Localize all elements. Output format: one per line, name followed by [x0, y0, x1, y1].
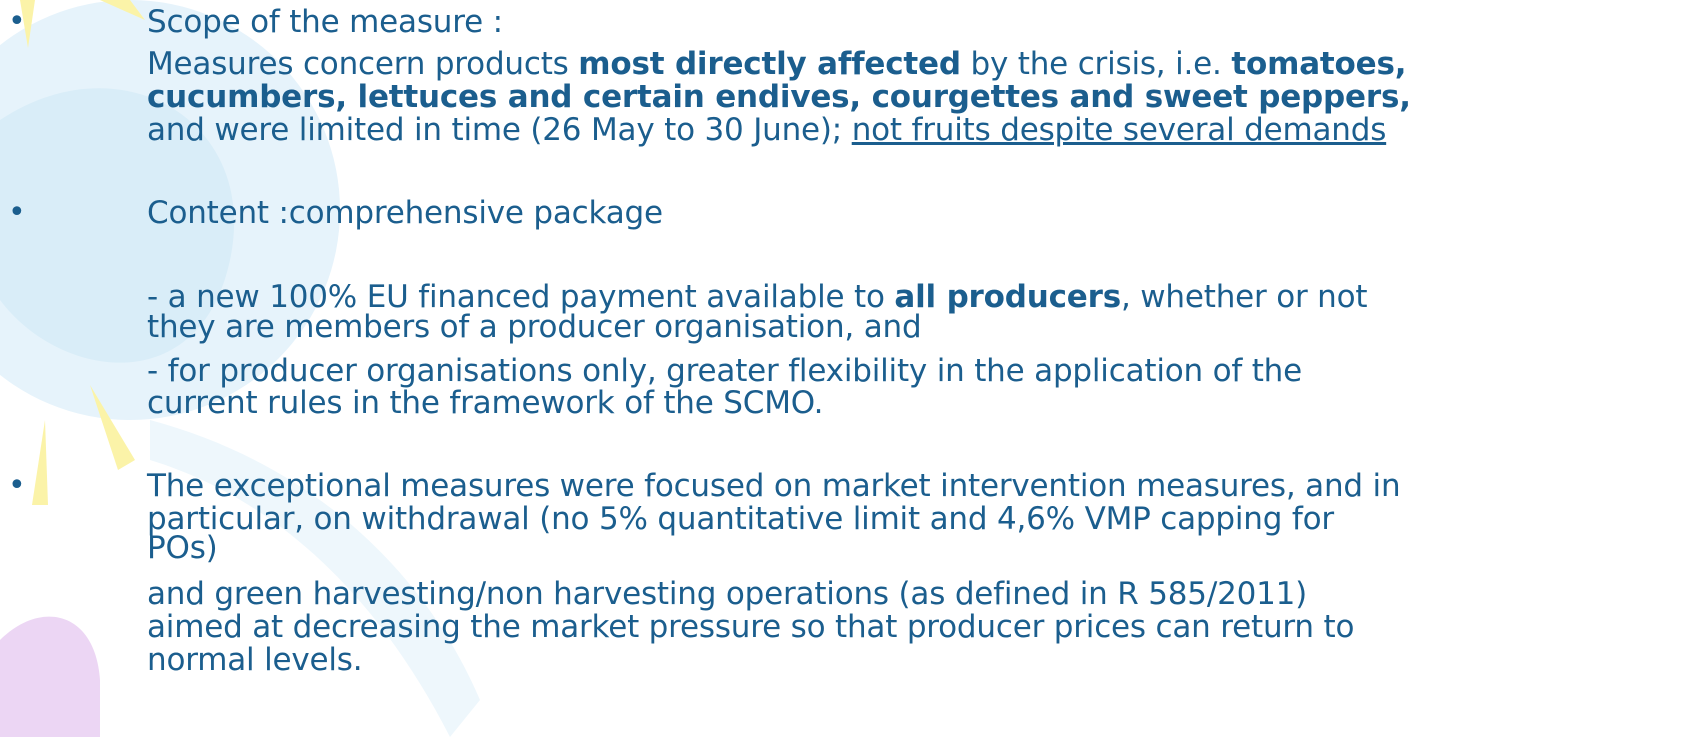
- bullet: •: [8, 3, 26, 41]
- bold-text: most directly affected: [578, 46, 961, 82]
- text: by the crisis, i.e.: [961, 46, 1232, 82]
- heading: Content :comprehensive package: [147, 195, 663, 231]
- text: current rules in the framework of the SC…: [147, 385, 823, 421]
- text: The exceptional measures were focused on…: [147, 468, 1400, 504]
- text: normal levels.: [147, 642, 362, 678]
- text-line: particular, on withdrawal (no 5% quantit…: [147, 500, 1334, 538]
- bold-text: cucumbers, lettuces and certain endives,…: [147, 79, 1411, 115]
- text-line: normal levels.: [147, 641, 362, 679]
- bullet: •: [8, 467, 26, 505]
- text-line: current rules in the framework of the SC…: [147, 384, 823, 422]
- text-line: they are members of a producer organisat…: [147, 308, 921, 346]
- text-line: Scope of the measure :: [147, 3, 503, 41]
- bold-text: tomatoes,: [1231, 46, 1406, 82]
- text: and green harvesting/non harvesting oper…: [147, 576, 1307, 612]
- slide: • Scope of the measure : Measures concer…: [0, 0, 1701, 737]
- underlined-text: not fruits despite several demands: [852, 112, 1386, 148]
- text-line: and were limited in time (26 May to 30 J…: [147, 111, 1386, 149]
- text: POs): [147, 530, 218, 566]
- text: Measures concern products: [147, 46, 578, 82]
- text-line: Content :comprehensive package: [147, 194, 663, 232]
- text: aimed at decreasing the market pressure …: [147, 609, 1354, 645]
- text: particular, on withdrawal (no 5% quantit…: [147, 501, 1334, 537]
- bullet: •: [8, 194, 26, 232]
- swirl: [0, 617, 100, 737]
- text: and were limited in time (26 May to 30 J…: [147, 112, 852, 148]
- triangle: [32, 420, 48, 505]
- heading: Scope of the measure :: [147, 4, 503, 40]
- text-line: POs): [147, 529, 218, 567]
- text: , whether or not: [1121, 279, 1367, 315]
- bold-text: all producers: [894, 279, 1121, 315]
- text: they are members of a producer organisat…: [147, 309, 921, 345]
